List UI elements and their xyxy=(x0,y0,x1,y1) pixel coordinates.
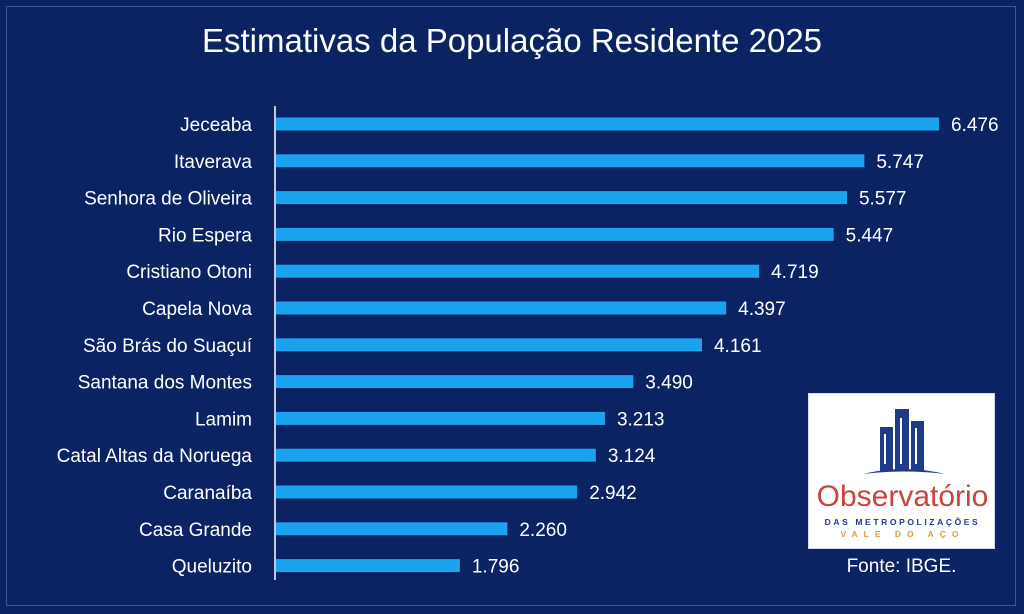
data-label: 3.124 xyxy=(608,446,656,467)
data-label: 4.161 xyxy=(714,336,762,357)
bar xyxy=(276,301,727,315)
bar xyxy=(276,522,508,536)
data-label: 4.397 xyxy=(738,299,786,320)
bar xyxy=(276,559,460,573)
data-label: 4.719 xyxy=(771,262,819,283)
data-label: 5.577 xyxy=(859,189,907,210)
bar xyxy=(276,375,634,389)
logo-subtitle: DAS METROPOLIZAÇÕES xyxy=(824,517,981,527)
category-label: Casa Grande xyxy=(139,520,252,541)
data-label: 3.490 xyxy=(645,373,693,394)
bar xyxy=(276,411,605,425)
bar xyxy=(276,154,865,168)
bar xyxy=(276,338,702,352)
chart-title: Estimativas da População Residente 2025 xyxy=(201,22,823,59)
data-label: 5.447 xyxy=(846,225,894,246)
logo-name: Observatório xyxy=(816,480,989,513)
bar xyxy=(276,264,760,278)
data-label: 5.747 xyxy=(876,152,924,173)
data-label: 6.476 xyxy=(951,115,999,136)
category-label: Itaverava xyxy=(174,152,253,173)
category-label: São Brás do Suaçuí xyxy=(83,336,253,357)
category-label: Jeceaba xyxy=(180,115,252,136)
category-label: Capela Nova xyxy=(142,299,252,320)
bar xyxy=(276,448,596,462)
category-label: Senhora de Oliveira xyxy=(84,189,252,210)
bar xyxy=(276,485,578,499)
category-label: Lamim xyxy=(195,409,252,430)
category-label: Caranaíba xyxy=(163,483,252,504)
chart-frame xyxy=(6,6,1016,606)
data-label: 2.260 xyxy=(519,520,567,541)
logo-subtitle-2: VALE DO AÇO xyxy=(840,529,965,539)
data-label: 1.796 xyxy=(472,557,520,578)
observatorio-logo: Observatório DAS METROPOLIZAÇÕES VALE DO… xyxy=(808,393,995,549)
data-label: 2.942 xyxy=(589,483,637,504)
data-label: 3.213 xyxy=(617,409,665,430)
category-label: Queluzito xyxy=(172,557,252,578)
bar xyxy=(276,191,847,205)
category-label: Santana dos Montes xyxy=(78,373,252,394)
category-label: Cristiano Otoni xyxy=(126,262,252,283)
source-note: Fonte: IBGE. xyxy=(846,556,957,577)
buildings-logo-icon xyxy=(863,409,945,474)
category-label: Catal Altas da Noruega xyxy=(57,446,253,467)
bar xyxy=(276,227,834,241)
bar xyxy=(276,117,939,131)
category-label: Rio Espera xyxy=(158,225,252,246)
